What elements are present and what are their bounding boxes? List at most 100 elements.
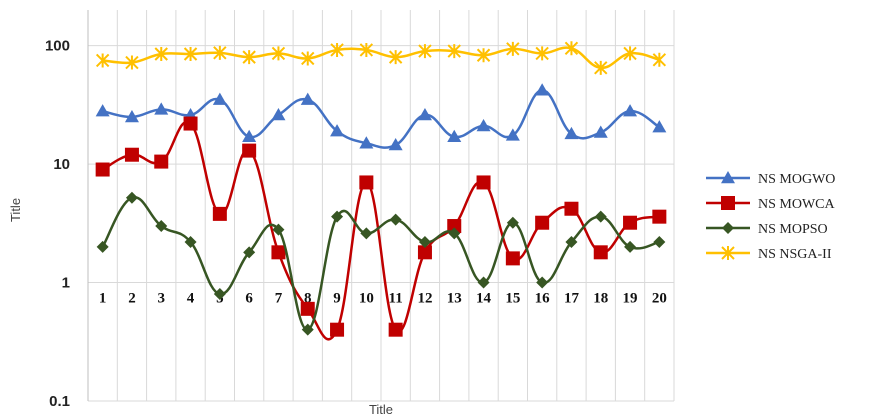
data-point [301, 323, 314, 336]
data-point [594, 210, 607, 223]
x-tick-label: 3 [158, 291, 166, 307]
data-point [477, 276, 490, 289]
data-point [505, 251, 520, 266]
legend-label: NS MOWCA [758, 197, 836, 212]
data-point [242, 143, 257, 158]
data-point [271, 107, 286, 121]
data-point [213, 45, 227, 60]
x-tick-label: 6 [245, 291, 253, 307]
data-point [623, 215, 638, 230]
grid-lines [87, 10, 675, 402]
x-tick-labels: 1234567891011121314151617181920 [99, 291, 667, 307]
data-point [300, 92, 315, 105]
data-point [564, 201, 579, 216]
data-point [96, 240, 109, 253]
series-ns-mopso [96, 191, 666, 336]
data-point [300, 301, 315, 316]
data-point [388, 137, 403, 151]
x-tick-label: 13 [447, 291, 462, 307]
data-point [417, 107, 432, 121]
data-point [476, 118, 491, 132]
y-tick-labels: 0.1 1 10 100 [45, 38, 70, 410]
data-point [95, 162, 110, 177]
data-point [183, 47, 198, 62]
data-point [624, 240, 637, 253]
data-point [359, 136, 374, 149]
x-tick-label: 7 [275, 291, 283, 307]
x-tick-label: 4 [187, 291, 195, 307]
data-point [476, 48, 491, 63]
data-point [301, 51, 315, 66]
x-tick-label: 8 [304, 291, 312, 307]
data-point [155, 220, 168, 233]
x-tick-label: 17 [564, 291, 580, 307]
legend-label: NS MOPSO [758, 222, 828, 237]
x-tick-label: 12 [417, 291, 432, 307]
data-point [124, 147, 139, 162]
legend-label: NS NSGA-II [758, 247, 832, 262]
data-point [564, 126, 579, 140]
data-point [536, 276, 549, 289]
legend-item: NS NSGA-II [706, 246, 832, 262]
y-tick-label: 1 [62, 275, 70, 292]
data-point [95, 104, 110, 117]
data-point [125, 55, 139, 70]
data-point [418, 235, 431, 248]
data-point [623, 104, 638, 117]
data-point [535, 46, 549, 61]
y-tick-label: 10 [53, 156, 70, 173]
data-point [271, 46, 286, 61]
data-point [271, 245, 286, 260]
data-point [593, 125, 608, 138]
data-point [154, 154, 169, 169]
data-point [359, 42, 374, 57]
data-point [418, 44, 432, 59]
data-point [447, 44, 461, 59]
series-line [102, 46, 660, 70]
data-point [242, 50, 256, 65]
data-point [721, 171, 735, 184]
data-point [652, 52, 667, 67]
data-point [565, 235, 578, 248]
legend: NS MOGWO NS MOWCA NS MOPSO NS NSGA-II [706, 171, 836, 262]
x-tick-label: 10 [359, 291, 374, 307]
data-point [652, 209, 667, 224]
legend-item: NS MOWCA [706, 196, 836, 212]
legend-item: NS MOGWO [706, 171, 835, 187]
x-tick-label: 2 [128, 291, 136, 307]
data-point [243, 246, 256, 259]
data-point [564, 41, 579, 56]
data-point [388, 322, 403, 337]
data-point [722, 222, 734, 234]
x-tick-label: 19 [623, 291, 638, 307]
data-point [272, 223, 285, 236]
series-line [101, 196, 660, 331]
data-point [330, 42, 344, 57]
series-group [95, 41, 667, 341]
y-axis-title: Title [8, 198, 23, 222]
data-point [476, 175, 491, 190]
legend-item: NS MOPSO [706, 222, 828, 237]
data-point [505, 128, 520, 141]
data-point [506, 41, 520, 56]
data-point [183, 116, 198, 131]
data-point [447, 129, 462, 143]
data-point [721, 246, 735, 260]
data-point [535, 83, 550, 96]
data-point [213, 288, 226, 301]
x-tick-label: 1 [99, 291, 107, 307]
data-point [652, 120, 667, 133]
data-point [594, 60, 608, 75]
data-point [653, 235, 666, 248]
legend-label: NS MOGWO [758, 172, 835, 187]
x-tick-label: 16 [535, 291, 551, 307]
x-axis-title: Title [369, 402, 393, 417]
data-point [125, 191, 138, 204]
data-point [184, 235, 197, 248]
data-point [154, 47, 168, 62]
data-point [242, 129, 257, 143]
data-point [417, 245, 432, 260]
data-point [330, 322, 345, 337]
data-point [124, 109, 139, 123]
